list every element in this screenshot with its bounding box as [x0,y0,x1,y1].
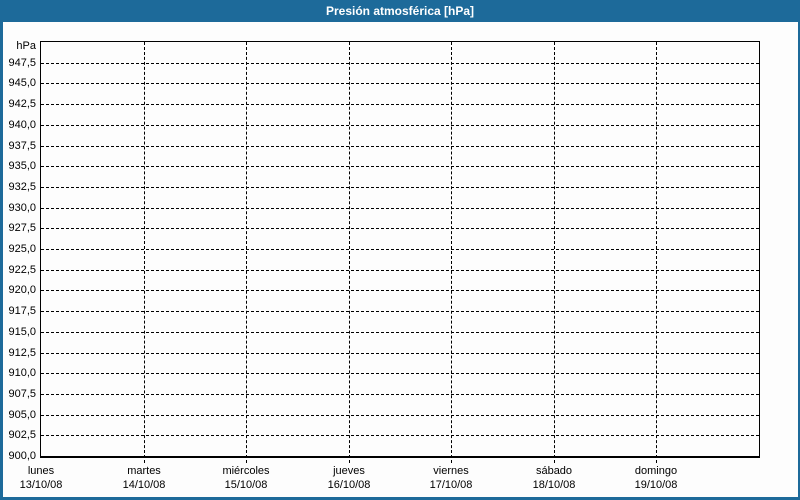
window-border-right [798,22,800,500]
x-axis-day-label: lunes [27,465,55,477]
h-gridline [41,124,759,126]
h-gridline [41,414,759,416]
h-gridline [41,207,759,209]
y-axis-tick-label: 917,5 [8,305,36,317]
x-axis-date-label: 13/10/08 [19,479,63,491]
h-gridline [41,352,759,354]
y-axis-tick-label: 900,0 [8,450,36,462]
y-axis-tick-label: 905,0 [8,409,36,421]
window-border-left [0,22,3,500]
y-axis-tick-label: 940,0 [8,119,36,131]
y-axis-unit-label: hPa [16,40,36,52]
y-axis-tick-label: 902,5 [8,429,36,441]
v-gridline [144,42,145,463]
x-axis-date-label: 17/10/08 [429,479,473,491]
y-axis-tick-label: 912,5 [8,347,36,359]
v-gridline [451,42,452,463]
h-gridline [41,104,759,106]
y-axis-tick-label: 930,0 [8,202,36,214]
y-axis-tick-label: 927,5 [8,222,36,234]
x-axis-day-label: domingo [634,465,678,477]
h-gridline [41,83,759,85]
y-axis-tick-label: 945,0 [8,77,36,89]
x-axis-day-label: jueves [333,465,365,477]
v-gridline [246,42,247,463]
y-axis-tick-label: 910,0 [8,367,36,379]
h-gridline [41,166,759,168]
x-axis-date-label: 19/10/08 [634,479,678,491]
x-axis-day-label: miércoles [222,465,270,477]
chart-title-bar: Presión atmosférica [hPa] [0,0,800,22]
y-axis-tick-label: 920,0 [8,284,36,296]
v-gridline [349,42,350,463]
h-gridline [41,435,759,437]
x-axis-date-label: 15/10/08 [224,479,268,491]
h-gridline [41,331,759,333]
h-gridline [41,269,759,271]
y-axis-tick-label: 925,0 [8,243,36,255]
chart-title: Presión atmosférica [hPa] [325,4,475,18]
h-gridline [41,290,759,292]
h-gridline [41,62,759,64]
x-axis-day-label: viernes [433,465,469,477]
x-axis-date-label: 14/10/08 [122,479,166,491]
h-gridline [41,393,759,395]
x-axis-date-label: 18/10/08 [532,479,576,491]
v-gridline [554,42,555,463]
h-gridline [41,373,759,375]
x-axis-date-label: 16/10/08 [327,479,371,491]
h-gridline [41,228,759,230]
h-gridline [41,249,759,250]
h-gridline [41,311,759,313]
x-axis-day-label: martes [127,465,161,477]
h-gridline [41,145,759,147]
y-axis-tick-label: 942,5 [8,98,36,110]
v-gridline [656,42,657,463]
y-axis-tick-label: 907,5 [8,388,36,400]
y-axis-tick-label: 947,5 [8,57,36,69]
y-axis-tick-label: 937,5 [8,140,36,152]
y-axis-tick-label: 915,0 [8,326,36,338]
y-axis-tick-label: 935,0 [8,160,36,172]
y-axis-tick-label: 922,5 [8,264,36,276]
x-axis-day-label: sábado [535,465,573,477]
h-gridline [41,186,759,188]
window-border-bottom [0,497,800,500]
y-axis-tick-label: 932,5 [8,181,36,193]
plot-area [40,41,760,463]
